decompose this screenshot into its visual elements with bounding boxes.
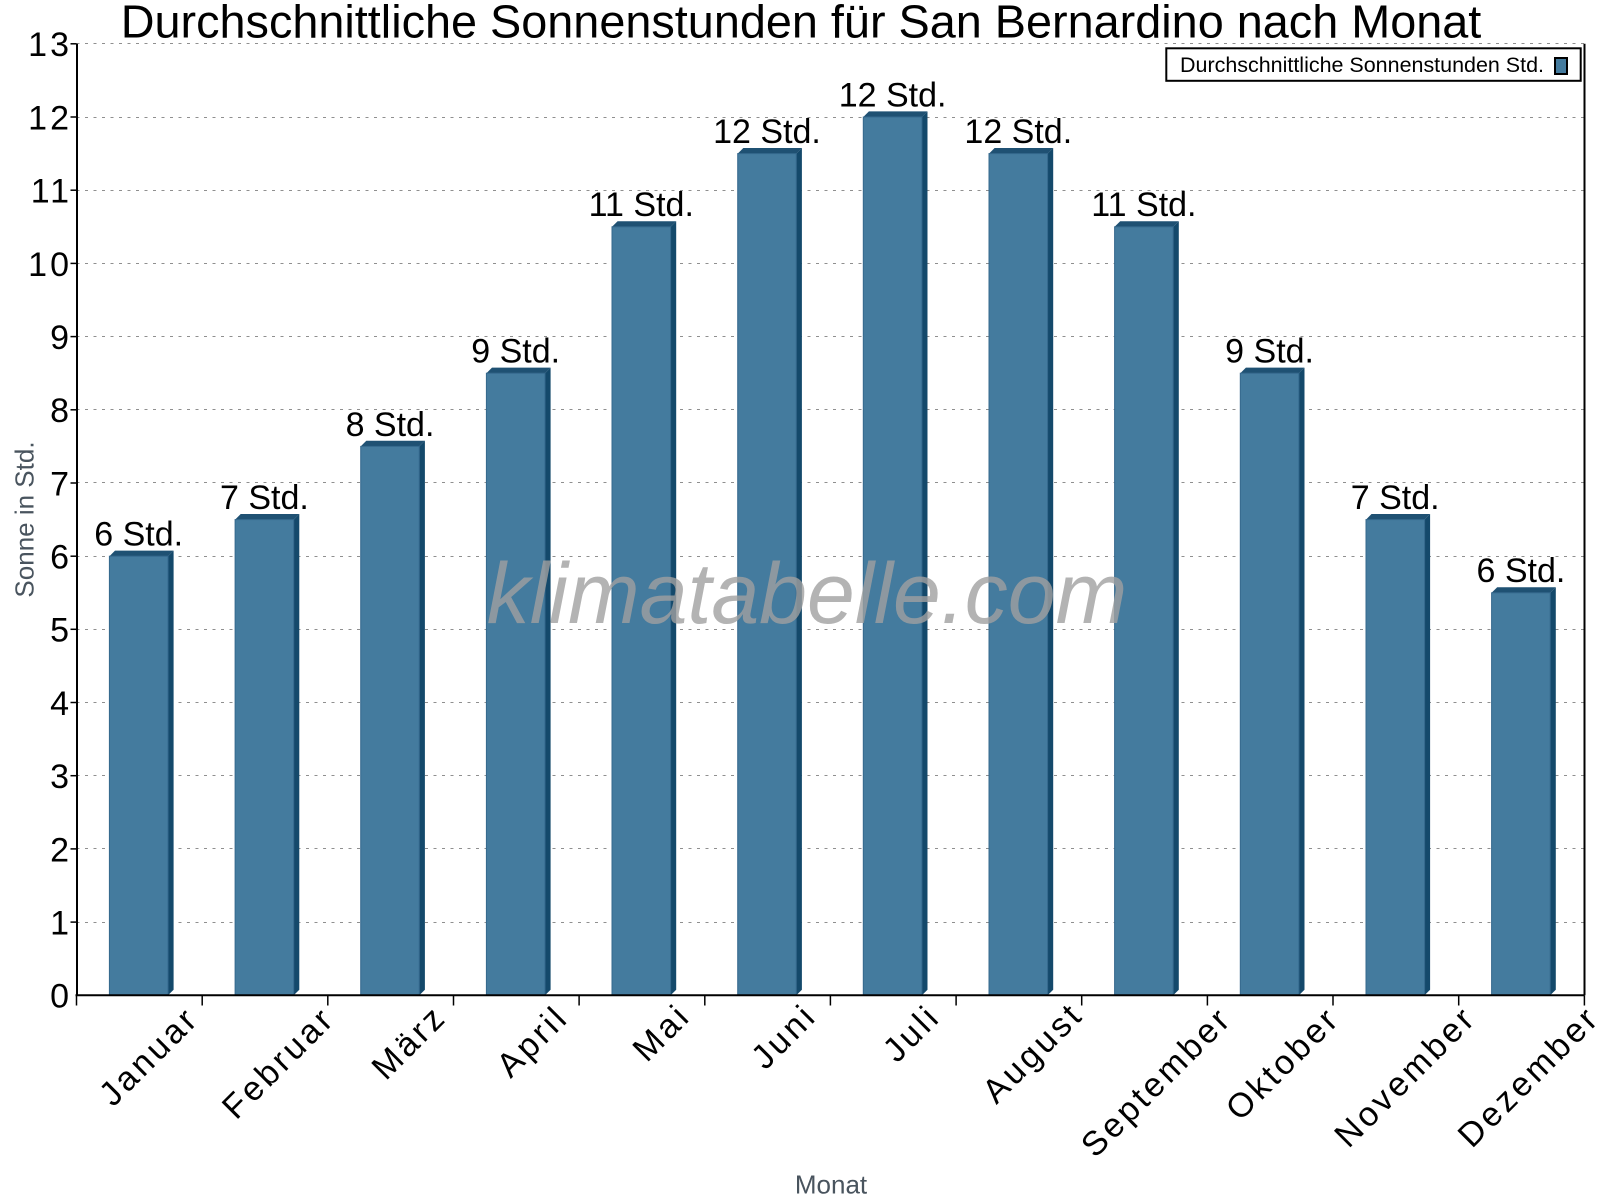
svg-text:August: August: [975, 995, 1091, 1111]
svg-text:12 Std.: 12 Std.: [713, 113, 821, 151]
svg-text:April: April: [489, 998, 576, 1085]
svg-text:Oktober: Oktober: [1219, 999, 1348, 1128]
svg-text:9: 9: [50, 319, 72, 357]
svg-text:9 Std.: 9 Std.: [471, 333, 560, 371]
svg-text:4: 4: [50, 685, 72, 723]
svg-text:6: 6: [50, 539, 72, 577]
svg-text:Juli: Juli: [876, 997, 948, 1069]
svg-text:9 Std.: 9 Std.: [1225, 333, 1314, 371]
svg-text:7 Std.: 7 Std.: [220, 479, 309, 517]
svg-text:13: 13: [28, 26, 72, 64]
svg-text:11 Std.: 11 Std.: [589, 186, 694, 224]
svg-text:11 Std.: 11 Std.: [1091, 186, 1196, 224]
svg-text:6 Std.: 6 Std.: [1476, 552, 1565, 590]
svg-text:1: 1: [50, 905, 72, 943]
svg-text:2: 2: [50, 831, 72, 869]
svg-text:5: 5: [50, 612, 72, 650]
svg-text:11: 11: [31, 173, 72, 211]
svg-text:8: 8: [50, 392, 72, 430]
svg-text:3: 3: [50, 758, 72, 796]
svg-text:Juni: Juni: [744, 996, 824, 1076]
svg-text:0: 0: [50, 978, 72, 1016]
svg-text:Januar: Januar: [92, 999, 206, 1113]
svg-text:klimatabelle.com: klimatabelle.com: [487, 546, 1127, 642]
svg-text:Februar: Februar: [215, 999, 342, 1126]
svg-text:Sonne in Std.: Sonne in Std.: [10, 441, 40, 597]
svg-text:8 Std.: 8 Std.: [346, 406, 435, 444]
svg-text:Mai: Mai: [626, 996, 699, 1069]
svg-text:10: 10: [28, 246, 72, 284]
svg-text:7 Std.: 7 Std.: [1351, 479, 1440, 517]
svg-text:12 Std.: 12 Std.: [964, 113, 1072, 151]
svg-text:6 Std.: 6 Std.: [94, 516, 183, 554]
svg-text:September: September: [1074, 999, 1239, 1164]
svg-text:12: 12: [28, 99, 72, 137]
svg-text:7: 7: [50, 465, 72, 503]
svg-text:Monat: Monat: [795, 1170, 868, 1200]
svg-text:März: März: [365, 997, 455, 1087]
svg-text:Durchschnittliche Sonnenstunde: Durchschnittliche Sonnenstunden Std.: [1180, 54, 1544, 77]
svg-text:12 Std.: 12 Std.: [839, 76, 947, 114]
svg-text:Durchschnittliche Sonnenstunde: Durchschnittliche Sonnenstunden für San …: [121, 0, 1482, 48]
